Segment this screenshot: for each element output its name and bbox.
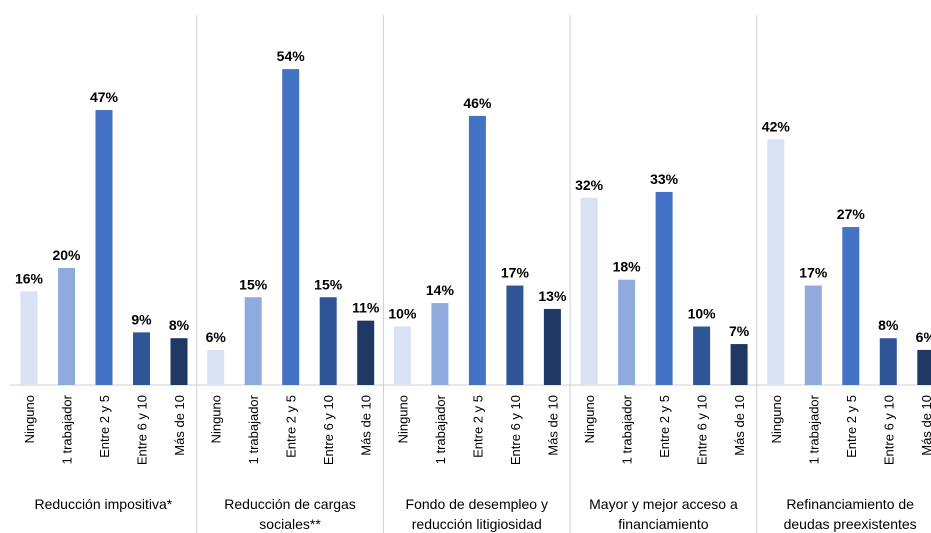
x-tick-label: Entre 2 y 5 — [844, 395, 859, 458]
x-tick-label: Ninguno — [22, 395, 37, 443]
x-tick-label: 1 trabajador — [806, 394, 821, 464]
bar — [244, 297, 262, 385]
value-label: 27% — [837, 206, 866, 222]
x-tick-label: Entre 2 y 5 — [657, 395, 672, 458]
bar — [468, 115, 486, 386]
value-label: 17% — [799, 265, 828, 281]
bar — [506, 285, 524, 385]
x-tick-label: 1 trabajador — [246, 394, 261, 464]
group-label: Reducción de cargas sociales** — [224, 496, 356, 532]
value-label: 9% — [131, 311, 152, 327]
bar — [767, 139, 785, 385]
bar — [618, 279, 636, 385]
x-tick-label: Más de 10 — [545, 395, 560, 456]
value-label: 10% — [388, 306, 417, 322]
bar — [95, 110, 113, 386]
value-label: 7% — [729, 323, 750, 339]
value-label: 6% — [916, 329, 931, 345]
bar — [319, 297, 337, 385]
x-tick-label: Entre 2 y 5 — [97, 395, 112, 458]
bar — [543, 308, 561, 385]
bar — [357, 320, 375, 385]
bar — [431, 303, 449, 385]
x-tick-label: Ninguno — [582, 395, 597, 443]
value-label: 14% — [426, 282, 455, 298]
x-tick-label: Entre 2 y 5 — [284, 395, 299, 458]
group-label: Fondo de desempleo y reducción litigiosi… — [405, 496, 548, 532]
group-label: Reducción impositiva* — [34, 496, 173, 512]
x-tick-label: Ninguno — [395, 395, 410, 443]
bar — [730, 344, 748, 385]
x-tick-label: Más de 10 — [359, 395, 374, 456]
value-label: 8% — [169, 317, 190, 333]
bar — [282, 69, 300, 385]
bar — [20, 291, 38, 385]
value-label: 17% — [501, 265, 530, 281]
value-label: 8% — [878, 317, 899, 333]
bar — [58, 268, 75, 385]
value-label: 16% — [15, 270, 44, 286]
bar — [207, 349, 225, 385]
value-label: 42% — [762, 118, 791, 134]
value-label: 33% — [650, 171, 679, 187]
x-tick-label: Entre 6 y 10 — [695, 395, 710, 465]
group-label: Mayor y mejor acceso a financiamiento — [589, 496, 738, 532]
bar — [917, 349, 931, 385]
bar — [693, 326, 711, 385]
x-tick-label: Entre 6 y 10 — [881, 395, 896, 465]
bar — [133, 332, 150, 385]
group-label: Refinanciamiento de deudas preexistentes — [783, 496, 917, 532]
value-label: 10% — [688, 306, 717, 322]
value-label: 15% — [314, 276, 343, 292]
x-tick-label: Más de 10 — [919, 395, 931, 456]
bar — [804, 285, 822, 385]
bar — [580, 197, 598, 385]
value-label: 13% — [538, 288, 567, 304]
x-tick-label: 1 trabajador — [620, 394, 635, 464]
x-tick-label: Entre 6 y 10 — [321, 395, 336, 465]
bar — [842, 227, 860, 385]
bar — [879, 338, 897, 385]
x-tick-label: Entre 6 y 10 — [508, 395, 523, 465]
x-tick-label: 1 trabajador — [60, 394, 75, 464]
value-label: 32% — [575, 177, 604, 193]
x-tick-label: 1 trabajador — [433, 394, 448, 464]
value-label: 11% — [352, 300, 380, 316]
value-label: 15% — [239, 276, 268, 292]
value-label: 54% — [277, 48, 306, 64]
x-tick-label: Ninguno — [209, 395, 224, 443]
value-label: 6% — [206, 329, 227, 345]
value-label: 20% — [52, 247, 81, 263]
x-tick-label: Más de 10 — [732, 395, 747, 456]
value-label: 46% — [463, 95, 492, 111]
value-label: 47% — [90, 89, 119, 105]
value-label: 18% — [613, 259, 642, 275]
bar — [393, 326, 411, 385]
bar — [655, 191, 673, 385]
x-tick-label: Ninguno — [769, 395, 784, 443]
x-tick-label: Entre 6 y 10 — [135, 395, 150, 465]
x-tick-label: Entre 2 y 5 — [470, 395, 485, 458]
x-tick-label: Más de 10 — [172, 395, 187, 456]
bar — [170, 338, 188, 385]
